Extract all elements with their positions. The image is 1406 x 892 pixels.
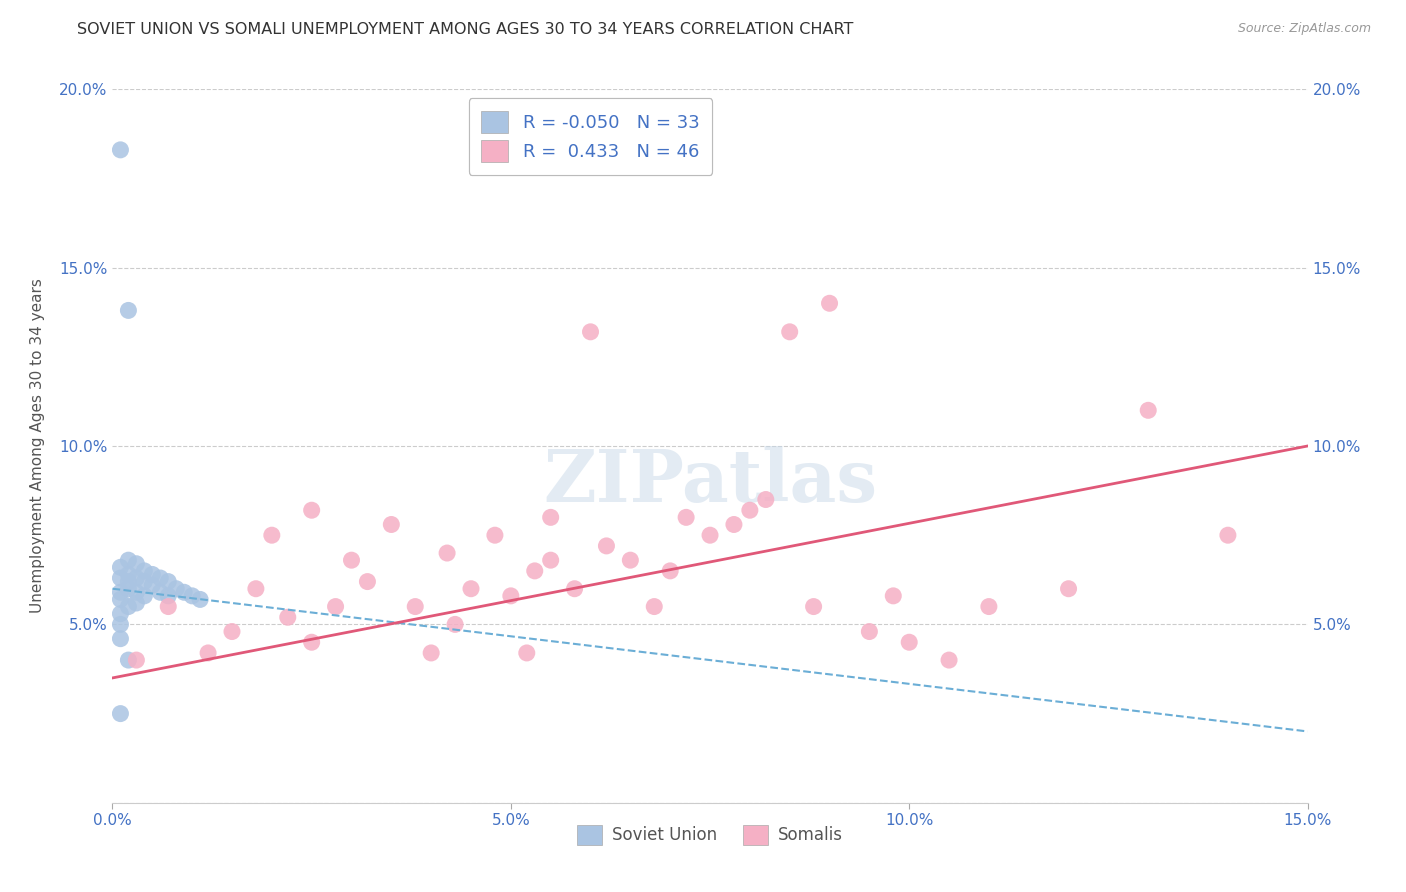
Point: [516, 646, 538, 660]
Point: [595, 539, 617, 553]
Point: [110, 632, 132, 646]
Point: [117, 582, 139, 596]
Point: [699, 528, 721, 542]
Point: [380, 517, 402, 532]
Point: [110, 607, 132, 621]
Point: [149, 585, 172, 599]
Y-axis label: Unemployment Among Ages 30 to 34 years: Unemployment Among Ages 30 to 34 years: [31, 278, 45, 614]
Point: [125, 596, 148, 610]
Point: [540, 553, 562, 567]
Point: [579, 325, 602, 339]
Point: [499, 589, 522, 603]
Legend: R = -0.050   N = 33, R =  0.433   N = 46: R = -0.050 N = 33, R = 0.433 N = 46: [468, 98, 713, 175]
Point: [738, 503, 761, 517]
Point: [277, 610, 299, 624]
Point: [484, 528, 506, 542]
Point: [436, 546, 458, 560]
Point: [779, 325, 801, 339]
Point: [117, 567, 139, 582]
Point: [356, 574, 378, 589]
Point: [134, 589, 156, 603]
Text: SOVIET UNION VS SOMALI UNEMPLOYMENT AMONG AGES 30 TO 34 YEARS CORRELATION CHART: SOVIET UNION VS SOMALI UNEMPLOYMENT AMON…: [77, 22, 853, 37]
Point: [110, 706, 132, 721]
Point: [404, 599, 426, 614]
Point: [245, 582, 267, 596]
Point: [117, 574, 139, 589]
Point: [803, 599, 825, 614]
Point: [675, 510, 697, 524]
Point: [938, 653, 960, 667]
Point: [882, 589, 904, 603]
Text: ZIPatlas: ZIPatlas: [543, 446, 877, 517]
Point: [141, 578, 163, 592]
Point: [117, 303, 139, 318]
Point: [157, 589, 180, 603]
Point: [110, 571, 132, 585]
Point: [643, 599, 665, 614]
Point: [1216, 528, 1239, 542]
Point: [420, 646, 443, 660]
Point: [165, 582, 187, 596]
Point: [197, 646, 219, 660]
Point: [110, 560, 132, 574]
Point: [110, 592, 132, 607]
Point: [1137, 403, 1160, 417]
Point: [858, 624, 880, 639]
Text: Source: ZipAtlas.com: Source: ZipAtlas.com: [1237, 22, 1371, 36]
Point: [157, 599, 180, 614]
Point: [134, 574, 156, 589]
Point: [325, 599, 347, 614]
Point: [125, 571, 148, 585]
Point: [110, 585, 132, 599]
Point: [460, 582, 482, 596]
Point: [125, 557, 148, 571]
Point: [1057, 582, 1080, 596]
Point: [723, 517, 745, 532]
Point: [301, 503, 323, 517]
Point: [117, 653, 139, 667]
Point: [659, 564, 682, 578]
Point: [444, 617, 467, 632]
Point: [301, 635, 323, 649]
Point: [977, 599, 1000, 614]
Point: [755, 492, 778, 507]
Point: [818, 296, 841, 310]
Point: [117, 599, 139, 614]
Point: [540, 510, 562, 524]
Point: [188, 592, 211, 607]
Point: [110, 143, 132, 157]
Point: [564, 582, 586, 596]
Point: [898, 635, 921, 649]
Point: [157, 574, 180, 589]
Point: [340, 553, 363, 567]
Point: [141, 567, 163, 582]
Point: [117, 553, 139, 567]
Point: [523, 564, 546, 578]
Point: [619, 553, 641, 567]
Point: [181, 589, 204, 603]
Point: [125, 653, 148, 667]
Point: [149, 571, 172, 585]
Point: [134, 564, 156, 578]
Point: [125, 585, 148, 599]
Point: [260, 528, 283, 542]
Point: [173, 585, 195, 599]
Point: [221, 624, 243, 639]
Point: [110, 617, 132, 632]
